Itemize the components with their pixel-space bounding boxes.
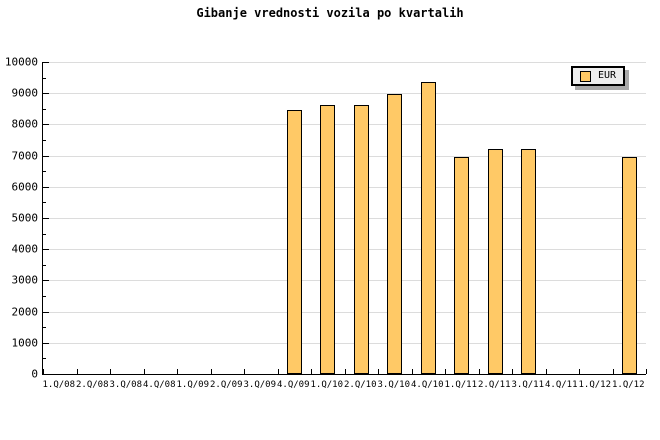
x-axis-tick	[244, 369, 245, 374]
y-axis-tick-label: 2000	[11, 305, 39, 319]
x-axis-tick	[210, 369, 212, 374]
x-axis-tick-label: 1.Q/11	[444, 380, 478, 390]
bar	[454, 157, 470, 374]
x-axis-tick-label: 2.Q/11	[477, 380, 511, 390]
y-axis-minor-tick	[43, 202, 46, 204]
y-axis-minor-tick	[43, 140, 46, 141]
x-axis-tick	[579, 369, 580, 374]
x-axis-tick	[612, 369, 614, 374]
x-axis-tick	[378, 369, 379, 374]
gridline	[43, 311, 646, 313]
y-axis-minor-tick	[43, 171, 46, 173]
x-axis-tick	[311, 369, 312, 374]
x-axis-tick	[110, 369, 111, 374]
y-axis-minor-tick	[43, 233, 46, 235]
y-axis-major-tick	[43, 186, 49, 188]
x-axis-tick	[512, 369, 513, 374]
y-axis-tick-label: 1000	[11, 336, 39, 350]
x-axis-tick-label: 3.Q/08	[109, 380, 143, 390]
x-axis-tick-label: 2.Q/09	[209, 380, 243, 390]
gridline	[43, 93, 646, 95]
y-axis-minor-tick	[43, 358, 46, 360]
x-axis-tick-label: 4.Q/09	[276, 380, 310, 390]
y-axis-tick-label: 8000	[11, 117, 39, 131]
gridline	[43, 124, 646, 126]
gridline	[43, 280, 646, 282]
x-axis-tick	[646, 369, 647, 374]
y-axis-major-tick	[43, 374, 49, 375]
bar	[320, 105, 336, 374]
bar	[621, 157, 637, 374]
x-axis-tick-label: 3.Q/10	[377, 380, 411, 390]
y-axis-minor-tick	[43, 296, 46, 297]
x-axis-tick	[478, 369, 480, 374]
gridline	[43, 342, 646, 344]
x-axis-tick-label: 1.Q/10	[310, 380, 344, 390]
y-axis-minor-tick	[43, 108, 46, 110]
x-axis-tick-label: 1.Q/08	[42, 380, 76, 390]
x-axis-tick	[411, 369, 413, 374]
x-axis-tick	[177, 369, 178, 374]
x-axis-tick	[277, 369, 279, 374]
y-axis-minor-tick	[43, 264, 46, 266]
x-axis-tick	[43, 369, 44, 374]
y-axis-tick-label: 0	[31, 367, 38, 381]
y-axis-labels: 0 1000 2000 3000 4000 5000 6000 7000 8000 9000 100…	[0, 0, 38, 440]
y-axis-major-tick	[43, 342, 49, 344]
gridline	[43, 218, 646, 219]
x-axis-tick-label: 4.Q/11	[544, 380, 578, 390]
y-axis-tick-label: 7000	[11, 149, 39, 163]
x-axis-tick-label: 4.Q/10	[410, 380, 444, 390]
gridline	[43, 155, 646, 157]
x-axis-tick-label: 3.Q/11	[511, 380, 545, 390]
bar	[487, 149, 503, 374]
y-axis-major-tick	[43, 124, 49, 126]
y-axis-minor-tick	[43, 327, 46, 329]
x-axis-tick-label: 2.Q/08	[75, 380, 109, 390]
bar	[387, 94, 403, 374]
x-axis-tick-label: 2.Q/10	[343, 380, 377, 390]
y-axis-tick-label: 4000	[11, 242, 39, 256]
x-axis-tick-label: 1.Q/09	[176, 380, 210, 390]
gridline	[43, 186, 646, 188]
y-axis-major-tick	[43, 280, 49, 282]
y-axis-major-tick	[43, 62, 49, 63]
x-axis-tick	[445, 369, 446, 374]
y-axis-tick-label: 6000	[11, 180, 39, 194]
y-axis-tick-label: 10000	[4, 55, 38, 69]
legend-swatch-icon	[579, 70, 591, 82]
y-axis-tick-label: 3000	[11, 273, 39, 287]
x-axis-tick	[76, 369, 78, 374]
gridline	[43, 249, 646, 251]
y-axis-major-tick	[43, 155, 49, 157]
chart-title: Gibanje vrednosti vozila po kvartalih	[196, 6, 464, 20]
gridline	[43, 62, 646, 63]
plot-area	[42, 62, 647, 375]
legend-box: EUR	[571, 66, 625, 86]
bar	[353, 105, 369, 374]
legend-label: EUR	[597, 70, 617, 81]
x-axis-tick-label: 4.Q/08	[142, 380, 176, 390]
x-axis-tick	[545, 369, 547, 374]
y-axis-major-tick	[43, 218, 49, 219]
y-axis-major-tick	[43, 311, 49, 313]
x-axis-tick	[143, 369, 145, 374]
x-axis-tick-label: 1.Q/12	[611, 380, 645, 390]
bar	[286, 110, 302, 374]
bar	[420, 82, 436, 374]
x-axis-tick-label: 1.Q/12	[578, 380, 612, 390]
x-axis-tick-label: 3.Q/09	[243, 380, 277, 390]
y-axis-tick-label: 5000	[11, 211, 39, 225]
x-axis-tick	[344, 369, 346, 374]
y-axis-major-tick	[43, 93, 49, 95]
y-axis-tick-label: 9000	[11, 86, 39, 100]
bar	[521, 149, 537, 374]
y-axis-major-tick	[43, 249, 49, 251]
y-axis-minor-tick	[43, 77, 46, 79]
